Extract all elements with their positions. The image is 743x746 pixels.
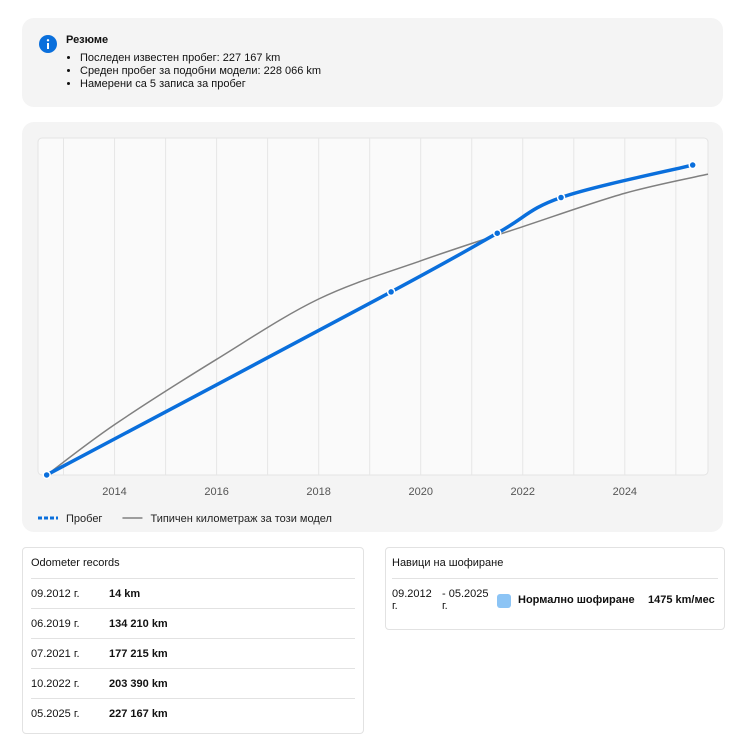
odometer-row: 10.2022 г. 203 390 km (31, 668, 355, 698)
odometer-table: Odometer records 09.2012 г. 14 km 06.2019 … (22, 547, 364, 734)
data-point (42, 470, 51, 480)
date: 10.2022 г. (31, 677, 80, 690)
odometer-row: 06.2019 г. 134 210 km (31, 608, 355, 638)
date: 07.2021 г. (31, 647, 80, 660)
x-tick-label: 2024 (613, 486, 637, 498)
odometer-row: 05.2025 г. 227 167 km (31, 698, 355, 728)
summary-item: Намерени са 5 записа за пробег (80, 78, 321, 91)
km: 227 167 km (109, 707, 168, 720)
km: 203 390 km (109, 677, 168, 690)
end-date: - 05.2025 г. (442, 588, 489, 612)
date: 09.2012 г. (31, 587, 80, 600)
summary-title: Резюме (66, 34, 109, 46)
start-date: 09.2012 г. (392, 588, 432, 612)
km: 177 215 km (109, 647, 168, 660)
data-point (556, 193, 566, 202)
info-icon (39, 35, 57, 53)
habit-value: 1475 km/мес (648, 594, 715, 606)
km: 14 km (109, 587, 141, 600)
legend-label: Пробег (66, 513, 102, 525)
data-point (688, 160, 697, 170)
habit-row: 09.2012 г. - 05.2025 г. Нормално шофиран… (392, 578, 718, 612)
habit-label: Нормално шофиране (518, 594, 635, 606)
table-title: Навици на шофиране (392, 557, 504, 569)
date: 06.2019 г. (31, 617, 80, 630)
km: 134 210 km (109, 617, 168, 630)
series-line (45, 163, 694, 477)
data-point (493, 228, 502, 238)
odometer-row: 07.2021 г. 177 215 km (31, 638, 355, 668)
x-tick-label: 2016 (204, 486, 228, 498)
date: 05.2025 г. (31, 707, 80, 720)
x-tick-label: 2014 (102, 486, 126, 498)
x-tick-label: 2018 (306, 486, 330, 498)
series-line (46, 173, 709, 476)
habits-table: Навици на шофиране 09.2012 г. - 05.2025 … (385, 547, 725, 630)
legend-label: Типичен километраж за този модел (150, 513, 331, 525)
habit-color (497, 594, 511, 608)
table-title: Odometer records (31, 557, 120, 569)
x-tick-label: 2020 (408, 486, 432, 498)
summary-card: Резюме Последен известен пробег: 227 167… (22, 18, 723, 107)
data-point (386, 287, 396, 297)
summary-item: Среден пробег за подобни модели: 228 066… (80, 65, 321, 78)
x-tick-label: 2022 (511, 486, 535, 498)
chart: 2014 2016 2018 2020 2022 2024 Пробег Типичен ки… (37, 137, 709, 525)
odometer-row: 09.2012 г. 14 km (31, 578, 355, 608)
summary-item: Последен известен пробег: 227 167 km (80, 52, 321, 65)
